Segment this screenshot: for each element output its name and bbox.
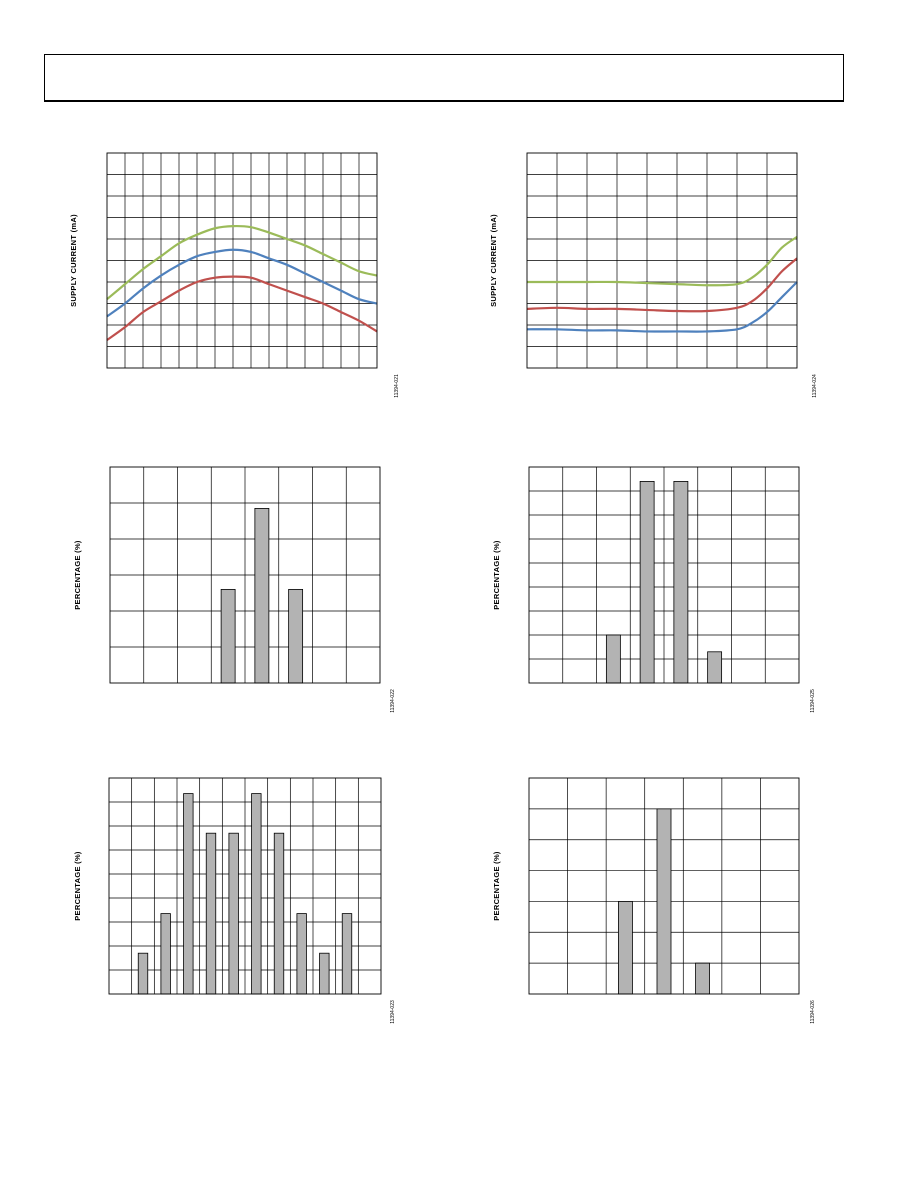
chart-svg: SUPPLY CURRENT (mA) 11394-024 [489, 152, 818, 398]
bar-3 [288, 588, 304, 684]
figure-id-label: 11394-026 [810, 1000, 816, 1024]
bar-3 [673, 481, 689, 684]
bar-1 [605, 634, 621, 684]
figure-id-label: 11394-025 [810, 689, 816, 713]
chart-percentage-2: PERCENTAGE (%) 11394-025 [459, 420, 918, 730]
chart-svg: PERCENTAGE (%) 11394-022 [73, 466, 396, 713]
gridlines [529, 467, 799, 683]
bar-10 [341, 913, 353, 995]
bar-1 [137, 952, 149, 995]
y-axis-label: PERCENTAGE (%) [73, 540, 82, 610]
gridlines [107, 153, 377, 368]
chart-supply-current-2: SUPPLY CURRENT (mA) 11394-024 [459, 0, 918, 420]
bar-6 [251, 793, 262, 995]
plot-frame [528, 466, 800, 684]
plot-frame [109, 466, 381, 684]
chart-svg: SUPPLY CURRENT (mA) 11394-021 [69, 152, 400, 398]
gridlines [109, 778, 381, 994]
bar-1 [618, 901, 633, 995]
y-axis-label: SUPPLY CURRENT (mA) [489, 214, 498, 307]
plot-frame [108, 777, 382, 995]
bar-4 [707, 651, 723, 684]
y-axis-label: SUPPLY CURRENT (mA) [69, 214, 78, 307]
bar-3 [695, 962, 710, 995]
series-line-3 [526, 281, 798, 333]
plot-frame [106, 152, 378, 369]
chart-svg: PERCENTAGE (%) 11394-026 [492, 777, 816, 1024]
series-line-3 [106, 275, 378, 341]
bar-8 [296, 913, 307, 995]
series-line-2 [526, 257, 798, 313]
chart-supply-current-1: SUPPLY CURRENT (mA) 11394-021 [0, 0, 459, 420]
figure-id-label: 11394-023 [390, 1000, 396, 1024]
bar-2 [656, 808, 672, 995]
plot-frame [526, 152, 798, 369]
bar-7 [273, 832, 285, 995]
bar-1 [220, 588, 236, 684]
bar-2 [254, 508, 270, 684]
chart-percentage-3: PERCENTAGE (%) 11394-023 [0, 730, 459, 1060]
bar-2 [639, 481, 655, 684]
chart-svg: PERCENTAGE (%) 11394-023 [73, 777, 396, 1024]
plot-frame [528, 777, 800, 995]
figure-id-label: 11394-021 [394, 374, 400, 398]
y-axis-label: PERCENTAGE (%) [492, 540, 501, 610]
y-axis-label: PERCENTAGE (%) [492, 851, 501, 921]
gridlines [110, 467, 380, 683]
page-header-box [44, 54, 844, 102]
chart-svg: PERCENTAGE (%) 11394-025 [492, 466, 816, 713]
chart-percentage-1: PERCENTAGE (%) 11394-022 [0, 420, 459, 730]
bar-5 [228, 832, 239, 995]
bar-3 [183, 793, 194, 995]
series-line-1 [106, 224, 378, 301]
series-line-1 [526, 235, 798, 287]
chart-percentage-4: PERCENTAGE (%) 11394-026 [459, 730, 918, 1060]
bar-4 [205, 832, 217, 995]
figure-id-label: 11394-022 [390, 689, 396, 713]
gridlines [527, 153, 797, 368]
y-axis-label: PERCENTAGE (%) [73, 851, 82, 921]
bar-2 [160, 913, 171, 995]
series-line-2 [106, 248, 378, 318]
bar-9 [319, 952, 330, 995]
figure-id-label: 11394-024 [812, 374, 818, 398]
